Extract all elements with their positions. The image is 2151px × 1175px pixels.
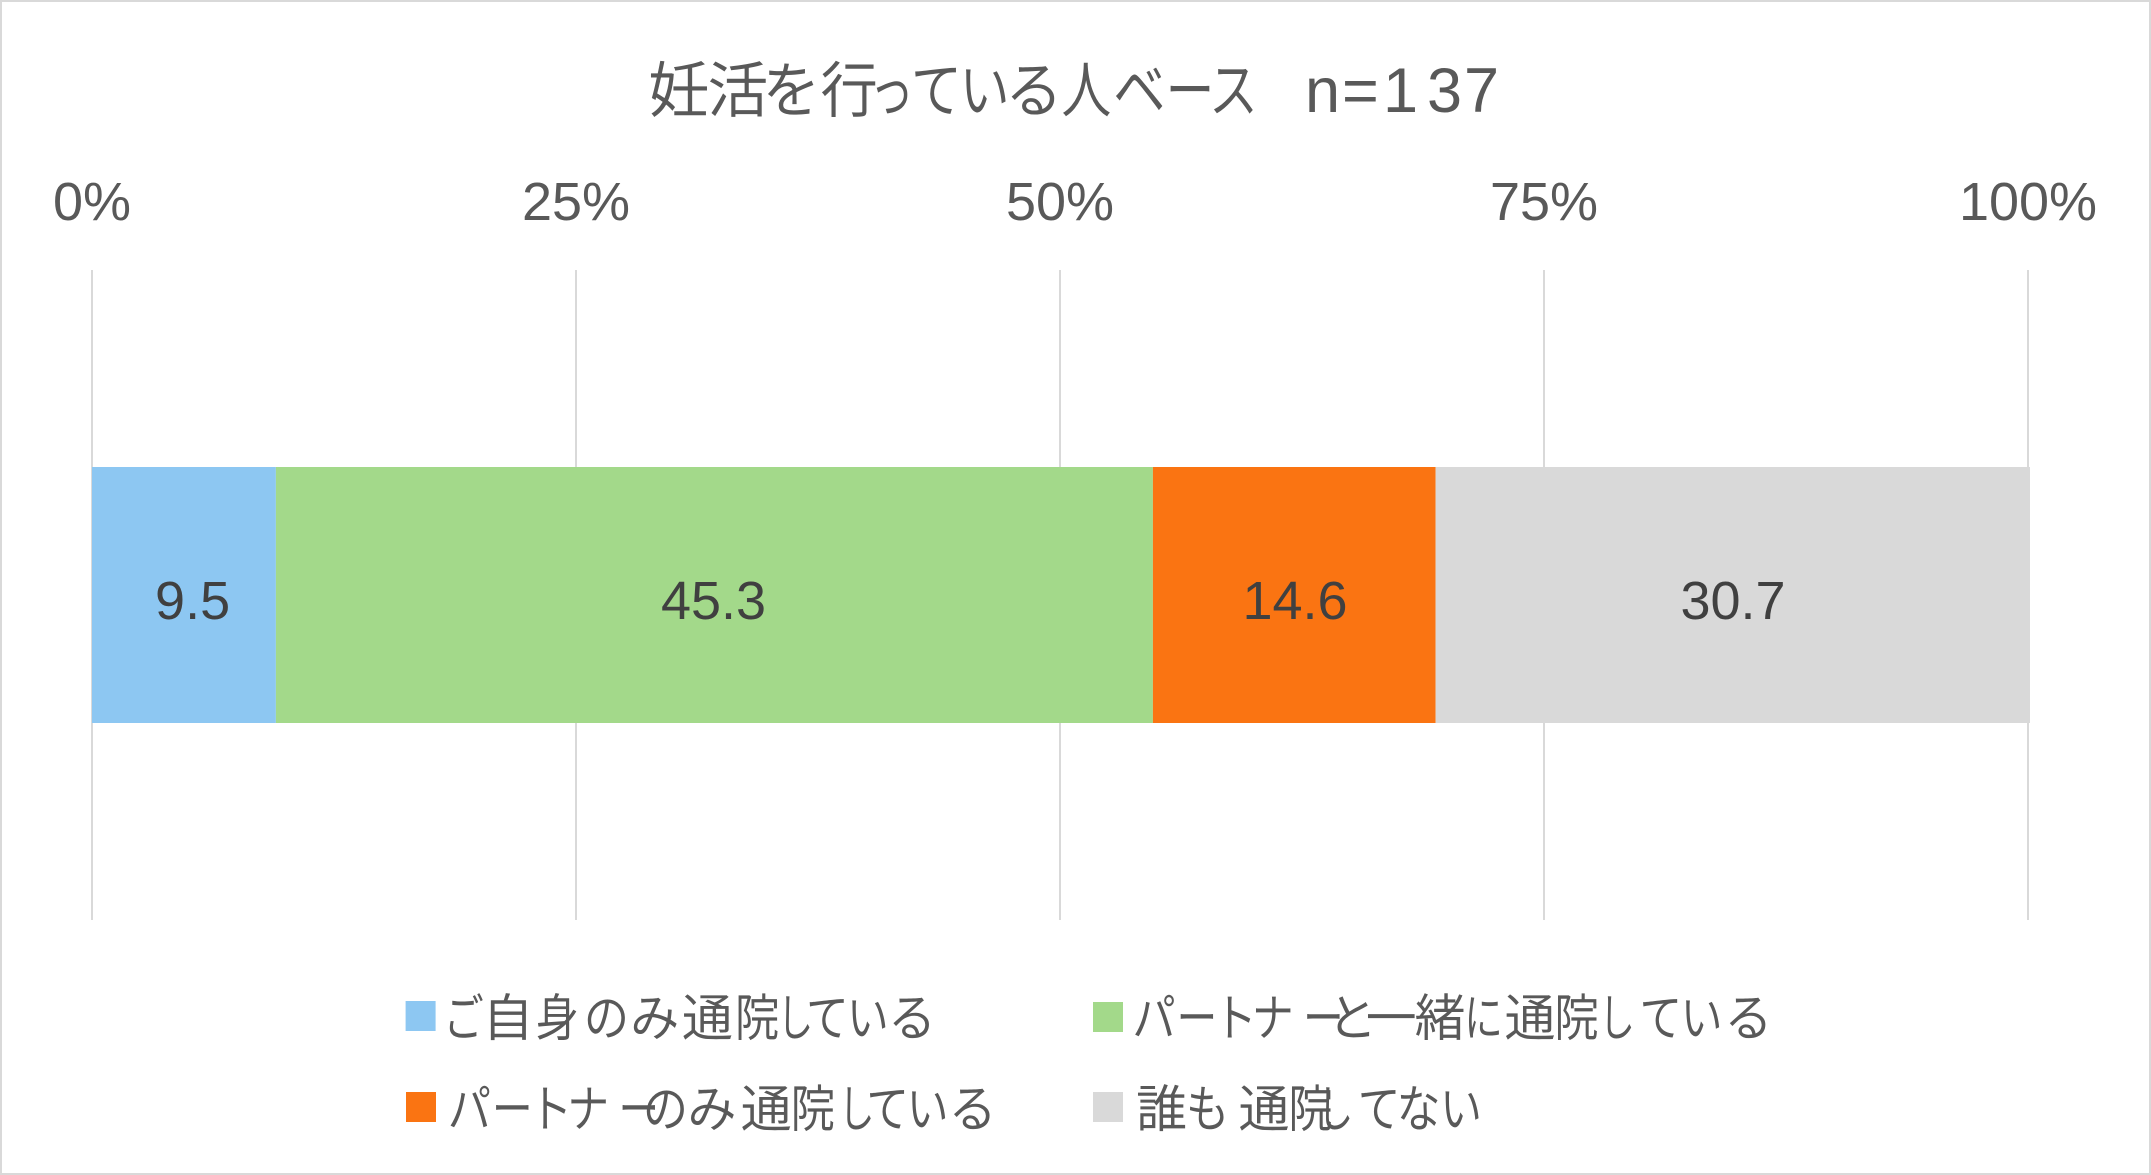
- svg-text:100%: 100%: [1959, 172, 2097, 232]
- svg-text:50%: 50%: [1006, 172, 1114, 232]
- svg-text:14.6: 14.6: [1242, 571, 1347, 631]
- svg-text:9.5: 9.5: [155, 571, 230, 631]
- svg-text:25%: 25%: [522, 172, 630, 232]
- svg-text:30.7: 30.7: [1680, 571, 1785, 631]
- svg-text:n=137: n=137: [1305, 56, 1499, 126]
- svg-text:0%: 0%: [53, 172, 131, 232]
- svg-text:45.3: 45.3: [661, 571, 766, 631]
- svg-text:75%: 75%: [1490, 172, 1598, 232]
